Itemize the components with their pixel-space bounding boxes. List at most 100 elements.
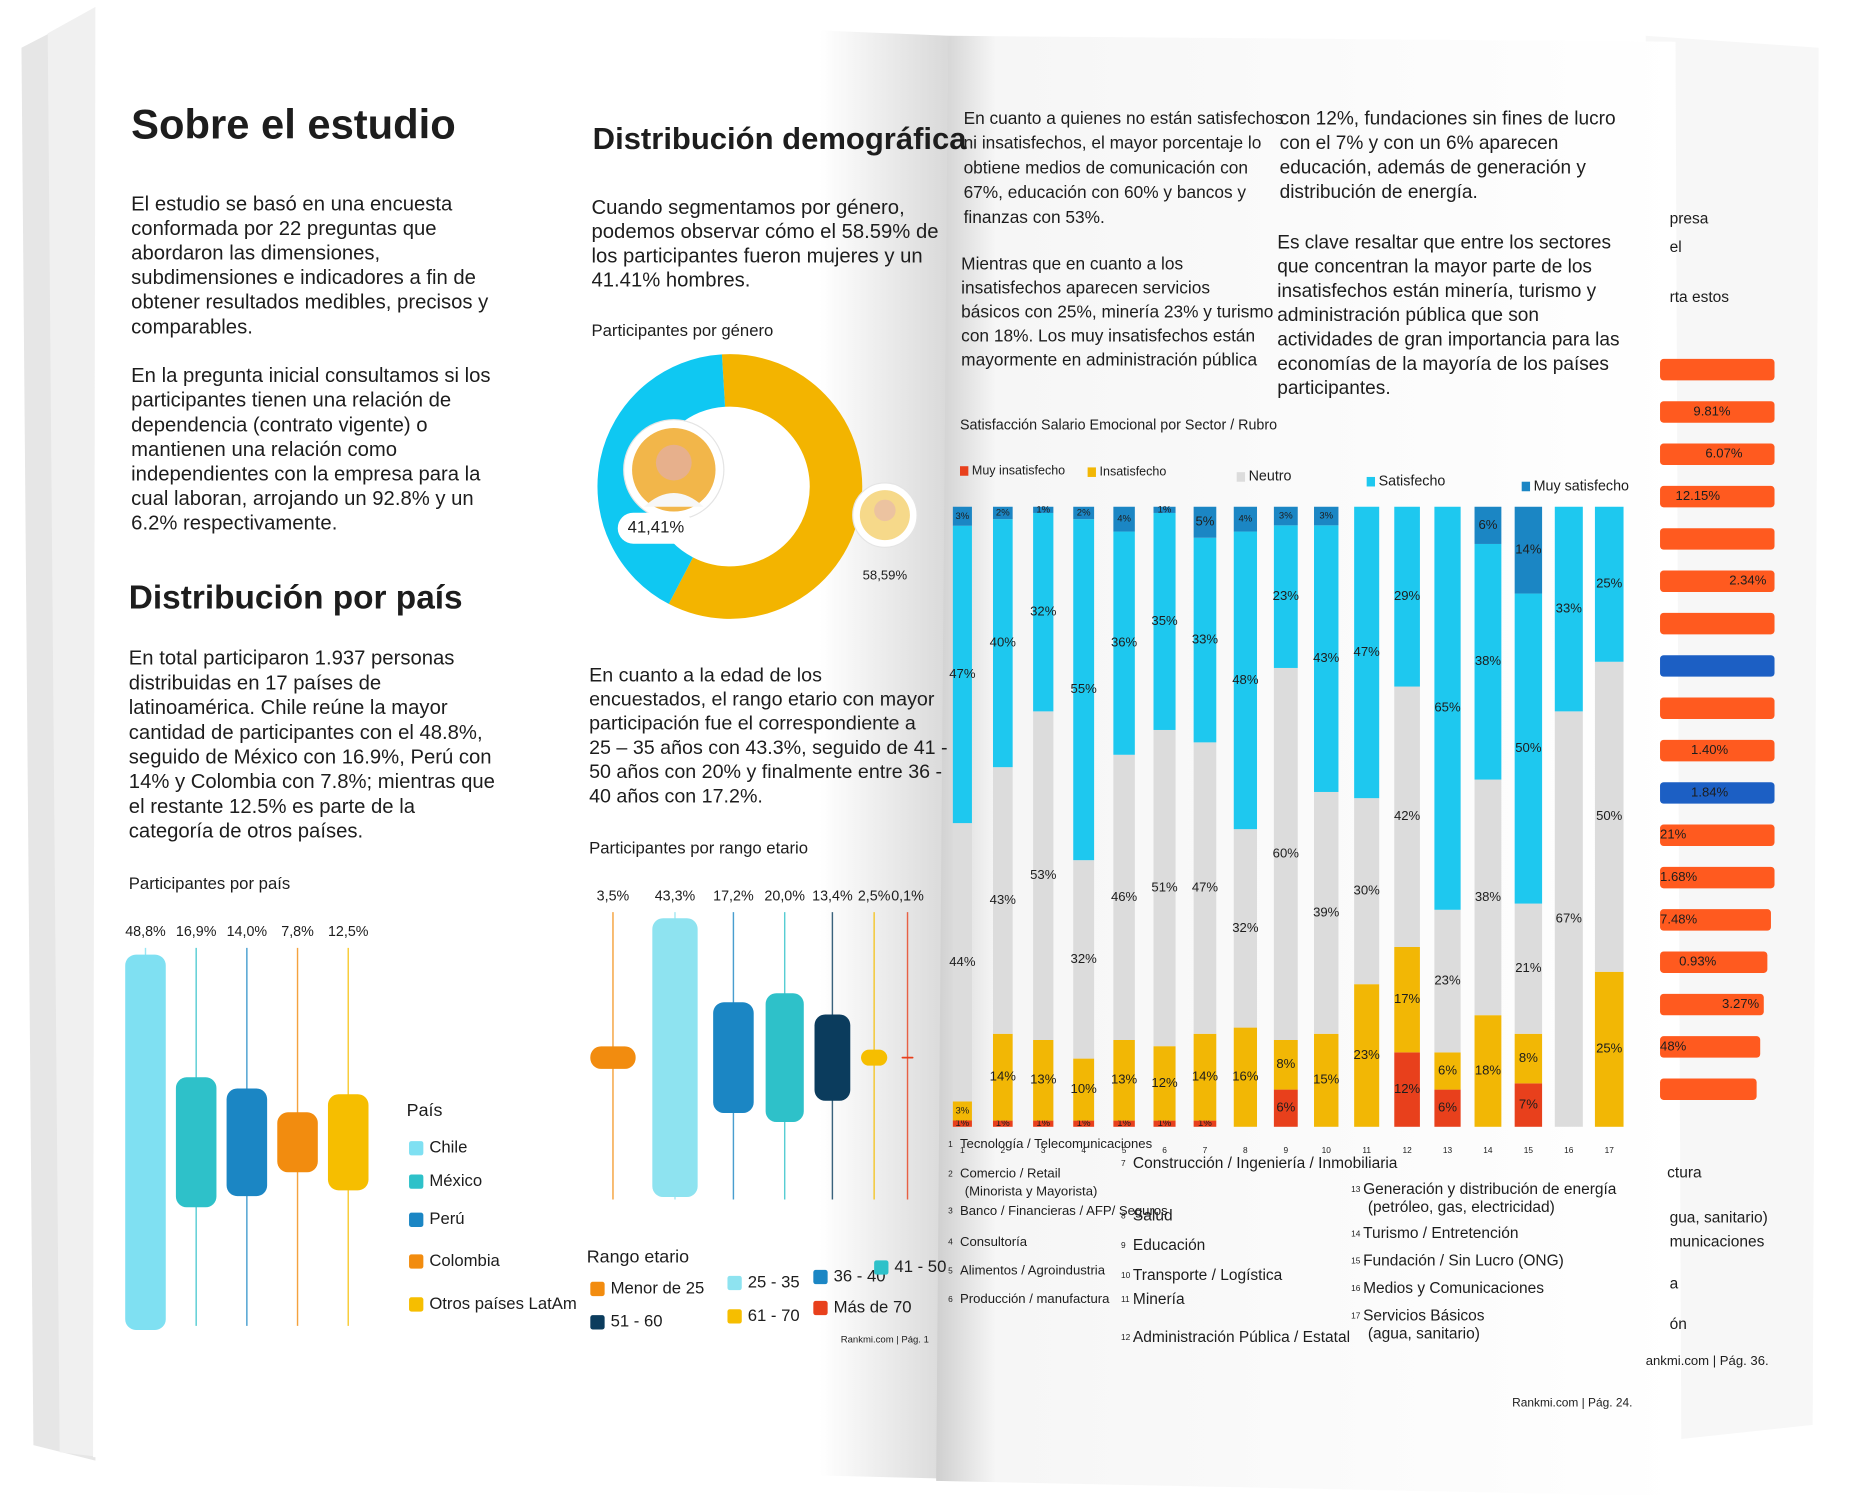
sector-name: Minería [1133,1291,1185,1308]
value-label: 1% [1036,1118,1050,1129]
value-label: 12% [1151,1075,1178,1090]
bar-segment [1314,506,1339,526]
legend-swatch [813,1269,828,1285]
bar-segment [952,506,972,526]
side-bar [1660,443,1775,466]
side-bar [1660,697,1775,719]
value-label: 46% [1111,889,1138,904]
value-label: 10% [1071,1081,1098,1096]
paragraph-line: participantes tienen una relación de [131,390,451,412]
category-label: 4 [1081,1145,1086,1155]
bar-segment [992,1033,1013,1121]
bar-segment [1193,506,1217,538]
bar-segment [1314,525,1339,792]
legend-label: Satisfecho [1379,473,1446,489]
side-bar-label: 21% [1660,827,1687,842]
side-text: rta estos [1670,289,1730,306]
legend-label: 36 - 40 [834,1266,886,1285]
paragraph-line: mayormente en administración pública [961,350,1257,370]
side-bar-label: 6.07% [1705,446,1743,461]
value-label: 18% [1475,1062,1502,1077]
value-label: 1% [1158,504,1172,515]
bar-segment [1073,506,1095,520]
bar-segment [1314,791,1339,1034]
value-label: 47% [949,666,976,681]
value-label: 2% [1077,507,1091,518]
sector-name: Banco / Financieras / AFP/ Seguros [960,1203,1168,1218]
sector-number: 5 [948,1265,953,1275]
value-label: 1% [1077,1118,1091,1129]
legend-label: México [429,1171,482,1190]
legend-label: Insatisfecho [1100,464,1167,478]
chart-title: Satisfacción Salario Emocional por Secto… [960,417,1277,433]
side-bar [1660,655,1775,677]
paragraph-line: obtener resultados medibles, precisos y [131,292,489,314]
value-label: 23% [1434,973,1461,988]
side-text: el [1670,239,1682,256]
legend-label: Colombia [429,1251,500,1270]
value-label: 14% [990,1069,1017,1084]
bar-segment [1113,1039,1135,1121]
value-label: 33% [1192,632,1219,647]
value-label: 48,8% [125,924,166,940]
legend-label: 61 - 70 [748,1306,800,1325]
paragraph-line: que concentran la mayor parte de los [1277,257,1592,278]
side-bar-label: 0.93% [1679,954,1717,969]
bar [901,1056,914,1059]
value-label: 12% [1394,1081,1421,1096]
label-pill [617,512,695,544]
bar-segment [1153,1046,1176,1121]
paragraph-line: 25 – 35 años con 43.3%, seguido de 41 - [589,737,947,759]
avatar-body [643,493,704,507]
bar-segment [1434,1052,1461,1090]
paragraph-line: conformada por 22 preguntas que [131,218,436,240]
paragraph-line: independientes con la empresa para la [131,463,481,485]
back-page [47,3,102,1458]
bar-segment [1474,506,1502,544]
legend-swatch [409,1212,424,1227]
bar-segment [1233,1027,1258,1127]
legend-label: Muy insatisfecho [972,463,1065,477]
bar-segment [952,823,972,1102]
value-label: 60% [1273,845,1300,860]
bar-segment [952,525,972,824]
page-title: Sobre el estudio [131,101,456,148]
bar-segment [1474,1015,1502,1127]
bar [652,918,698,1198]
bar-segment [1193,537,1217,743]
bar-segment [1434,1089,1461,1127]
side-bar [1660,401,1775,423]
bar-segment [1354,984,1380,1127]
paragraph-line: obtiene medios de comunicación con [964,157,1248,177]
value-label: 50% [1515,740,1542,755]
side-bar-label: 9.81% [1693,403,1731,418]
bar-segment [1594,506,1624,662]
paragraph-line: mantienen una relación como [131,439,397,461]
chart-title: Participantes por país [129,874,290,893]
bar-segment [1033,506,1054,513]
category-label: 2 [1000,1145,1005,1155]
side-bar [1660,782,1775,804]
value-label: 6% [1438,1062,1457,1077]
side-bar [1660,1036,1761,1058]
category-label: 7 [1203,1145,1208,1155]
value-label: 36% [1111,635,1138,650]
value-label: 47% [1354,644,1381,659]
value-label: 30% [1354,883,1381,898]
value-label: 4% [1117,514,1131,525]
value-label: 65% [1434,700,1461,715]
category-label: 5 [1122,1145,1127,1155]
sector-name: Construcción / Ingeniería / Inmobiliaria [1133,1155,1398,1172]
value-label: 13% [1111,1072,1138,1087]
paragraph-line: 14% y Colombia con 7.8%; mientras que [129,771,495,793]
sector-name: Servicios Básicos (agua, sanitario) [1363,1307,1485,1342]
sector-number: 12 [1121,1332,1131,1342]
paragraph-line: abordaron las dimensiones, [131,243,380,265]
paragraph-line: economías de la mayoría de los países [1277,354,1609,375]
legend-swatch [1236,472,1246,482]
legend-swatch [960,466,969,476]
paragraph-line: En total participaron 1.937 personas [129,648,455,670]
value-label: 23% [1354,1047,1381,1062]
paragraph-line: El estudio se basó en una encuesta [131,193,453,215]
value-label: 6% [1276,1100,1295,1115]
